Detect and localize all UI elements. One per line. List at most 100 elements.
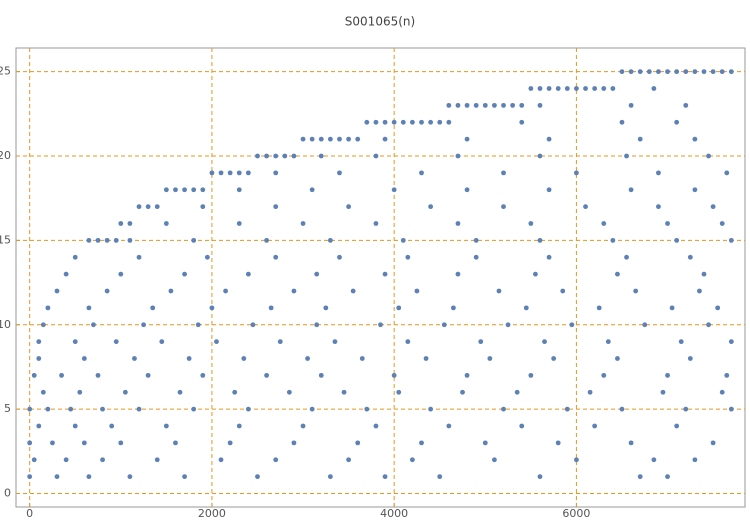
point xyxy=(419,170,424,176)
point xyxy=(674,237,680,243)
point xyxy=(182,271,187,277)
point xyxy=(446,102,452,108)
point xyxy=(291,288,297,294)
point xyxy=(163,423,169,429)
point xyxy=(104,288,110,294)
point xyxy=(692,457,698,463)
point xyxy=(391,187,397,193)
point xyxy=(683,102,689,108)
point xyxy=(341,389,347,395)
point xyxy=(391,119,397,125)
y-tick-label: 25 xyxy=(0,65,11,78)
point xyxy=(437,119,443,125)
point xyxy=(414,288,420,294)
point xyxy=(473,102,479,108)
point xyxy=(724,372,730,378)
point xyxy=(168,288,174,294)
point xyxy=(574,457,579,463)
point xyxy=(54,474,60,480)
point xyxy=(95,372,101,378)
point xyxy=(186,356,192,361)
point xyxy=(701,271,707,277)
point xyxy=(72,254,78,260)
point xyxy=(132,356,137,361)
point xyxy=(665,221,670,226)
point xyxy=(437,474,443,480)
point xyxy=(710,204,716,210)
point xyxy=(633,288,639,294)
point xyxy=(519,423,525,429)
point xyxy=(145,204,151,210)
point xyxy=(592,423,598,429)
point xyxy=(273,457,279,463)
point xyxy=(473,237,479,243)
point xyxy=(63,271,69,277)
point xyxy=(601,372,607,378)
point xyxy=(159,339,165,345)
point xyxy=(59,372,64,378)
point xyxy=(282,153,288,159)
point xyxy=(546,254,552,260)
point xyxy=(464,187,470,193)
point xyxy=(473,254,479,260)
point xyxy=(674,69,680,75)
point xyxy=(68,406,74,412)
point xyxy=(54,288,60,294)
point xyxy=(122,389,128,395)
point xyxy=(601,86,607,91)
point xyxy=(446,119,452,125)
y-tick-label: 5 xyxy=(4,402,11,415)
point xyxy=(628,102,634,108)
y-tick-label: 20 xyxy=(0,149,11,162)
point xyxy=(191,406,197,412)
point xyxy=(31,372,37,378)
point xyxy=(419,119,424,125)
point xyxy=(710,69,716,75)
point xyxy=(546,136,552,142)
point xyxy=(464,372,470,378)
point xyxy=(501,102,506,108)
point xyxy=(642,322,648,328)
point xyxy=(81,356,87,361)
point xyxy=(241,356,247,361)
point xyxy=(706,153,711,159)
point xyxy=(405,339,411,345)
point xyxy=(428,406,434,412)
point xyxy=(555,86,561,91)
point xyxy=(423,356,429,361)
point xyxy=(400,119,406,125)
point xyxy=(624,153,629,159)
point xyxy=(697,288,702,294)
point xyxy=(36,339,42,345)
point xyxy=(719,389,725,395)
point xyxy=(710,440,716,446)
point xyxy=(337,254,342,260)
point xyxy=(359,356,365,361)
point xyxy=(665,372,670,378)
point xyxy=(665,474,670,480)
point xyxy=(724,170,730,176)
point xyxy=(601,221,607,226)
point xyxy=(314,271,320,277)
point xyxy=(154,204,160,210)
x-tick-label: 2000 xyxy=(198,507,226,520)
point xyxy=(364,119,370,125)
point xyxy=(587,389,593,395)
point xyxy=(628,440,634,446)
point xyxy=(492,457,497,463)
point xyxy=(615,356,620,361)
point xyxy=(136,406,142,412)
point xyxy=(113,237,119,243)
point xyxy=(209,170,215,176)
point xyxy=(373,221,379,226)
point xyxy=(619,406,625,412)
point xyxy=(537,153,543,159)
point xyxy=(177,389,183,395)
point xyxy=(31,457,37,463)
point xyxy=(163,187,169,193)
point xyxy=(624,254,629,260)
point xyxy=(455,271,461,277)
point xyxy=(574,86,579,91)
point xyxy=(323,305,329,311)
